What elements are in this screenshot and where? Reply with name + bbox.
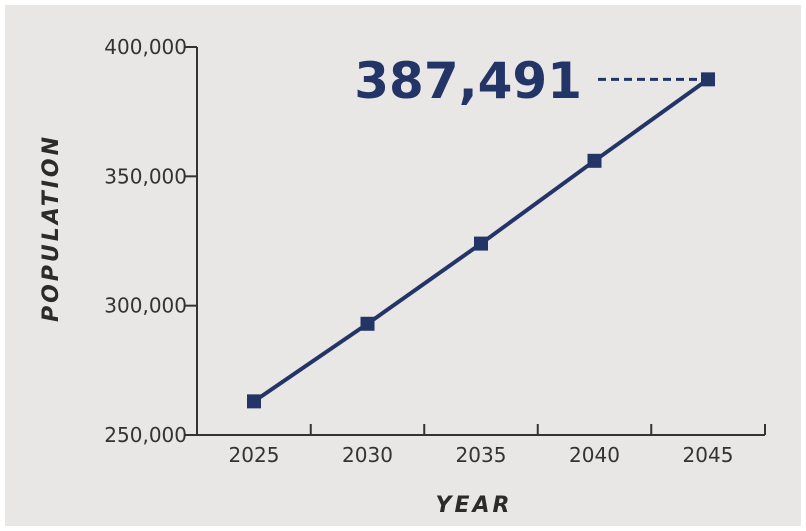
data-point-0 <box>247 394 261 409</box>
x-tick-label-0: 2025 <box>229 443 280 467</box>
x-tick-label-2: 2035 <box>456 443 507 467</box>
axes <box>185 46 766 436</box>
y-tick-label-2: 350,000 <box>104 164 187 188</box>
y-tick-label-1: 300,000 <box>104 294 187 318</box>
y-tick-label-0: 250,000 <box>104 423 187 447</box>
x-tick-label-4: 2045 <box>683 443 734 467</box>
data-point-3 <box>587 153 602 168</box>
data-point-4 <box>701 72 715 87</box>
chart-panel <box>5 5 801 526</box>
y-axis-title: POPULATION <box>39 134 64 322</box>
series-group <box>247 72 715 409</box>
y-tick-label-3: 400,000 <box>104 35 187 59</box>
data-point-1 <box>360 316 375 331</box>
x-tick-label-1: 2030 <box>342 443 393 467</box>
x-axis-title: YEAR <box>436 493 513 518</box>
labels-group: 250,000 300,000 350,000 400,000 2025 2030 2035… <box>104 35 733 467</box>
x-tick-label-3: 2040 <box>569 443 620 467</box>
data-point-2 <box>474 236 488 251</box>
callout-value-label: 387,491 <box>354 52 582 110</box>
